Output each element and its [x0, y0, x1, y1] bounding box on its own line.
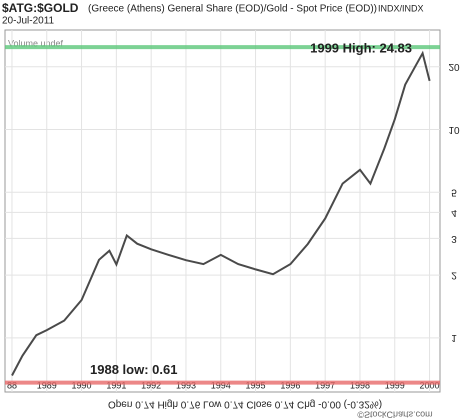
exchange: INDX/INDX [378, 3, 424, 13]
x-tick-label: 88 [7, 380, 17, 390]
date: 20-Jul-2011 [2, 16, 55, 27]
y-tick-label: 4 [451, 207, 457, 218]
y-tick-label: 20 [448, 61, 460, 72]
x-tick-label: 1989 [37, 380, 57, 390]
x-tick-label: 1991 [106, 380, 126, 390]
plot-frame [4, 29, 441, 393]
chart-subtitle: (Greece (Athens) General Share (EOD)/Gol… [88, 4, 377, 15]
footer: Open 0.74 High 0.76 Low 0.74 Close 0.74 … [108, 398, 382, 409]
y-tick-label: 1 [451, 332, 457, 343]
x-tick-label: 1997 [315, 380, 335, 390]
x-tick-label: 2000 [420, 380, 440, 390]
x-tick-label: 1996 [280, 380, 300, 390]
y-tick-label: 5 [451, 187, 457, 198]
credit: ©StockCharts.com [357, 410, 432, 419]
x-tick-label: 1998 [350, 380, 370, 390]
x-tick-label: 1990 [72, 380, 92, 390]
x-tick-label: 1999 [385, 380, 405, 390]
x-tick-label: 1994 [211, 380, 231, 390]
x-tick-label: 1995 [246, 380, 266, 390]
x-tick-label: 1992 [141, 380, 161, 390]
annotation-label: 1999 High: 24.83 [310, 41, 412, 56]
y-tick-label: 2 [451, 269, 457, 280]
chart-title: $ATG:$GOLD [2, 1, 79, 15]
y-tick-label: 10 [448, 124, 460, 135]
annotation-label: 1988 low: 0.61 [90, 362, 177, 377]
y-tick-label: 3 [451, 233, 457, 244]
volume-note: Volume undef [8, 38, 64, 48]
price-line [11, 50, 431, 376]
x-tick-label: 1993 [176, 380, 196, 390]
